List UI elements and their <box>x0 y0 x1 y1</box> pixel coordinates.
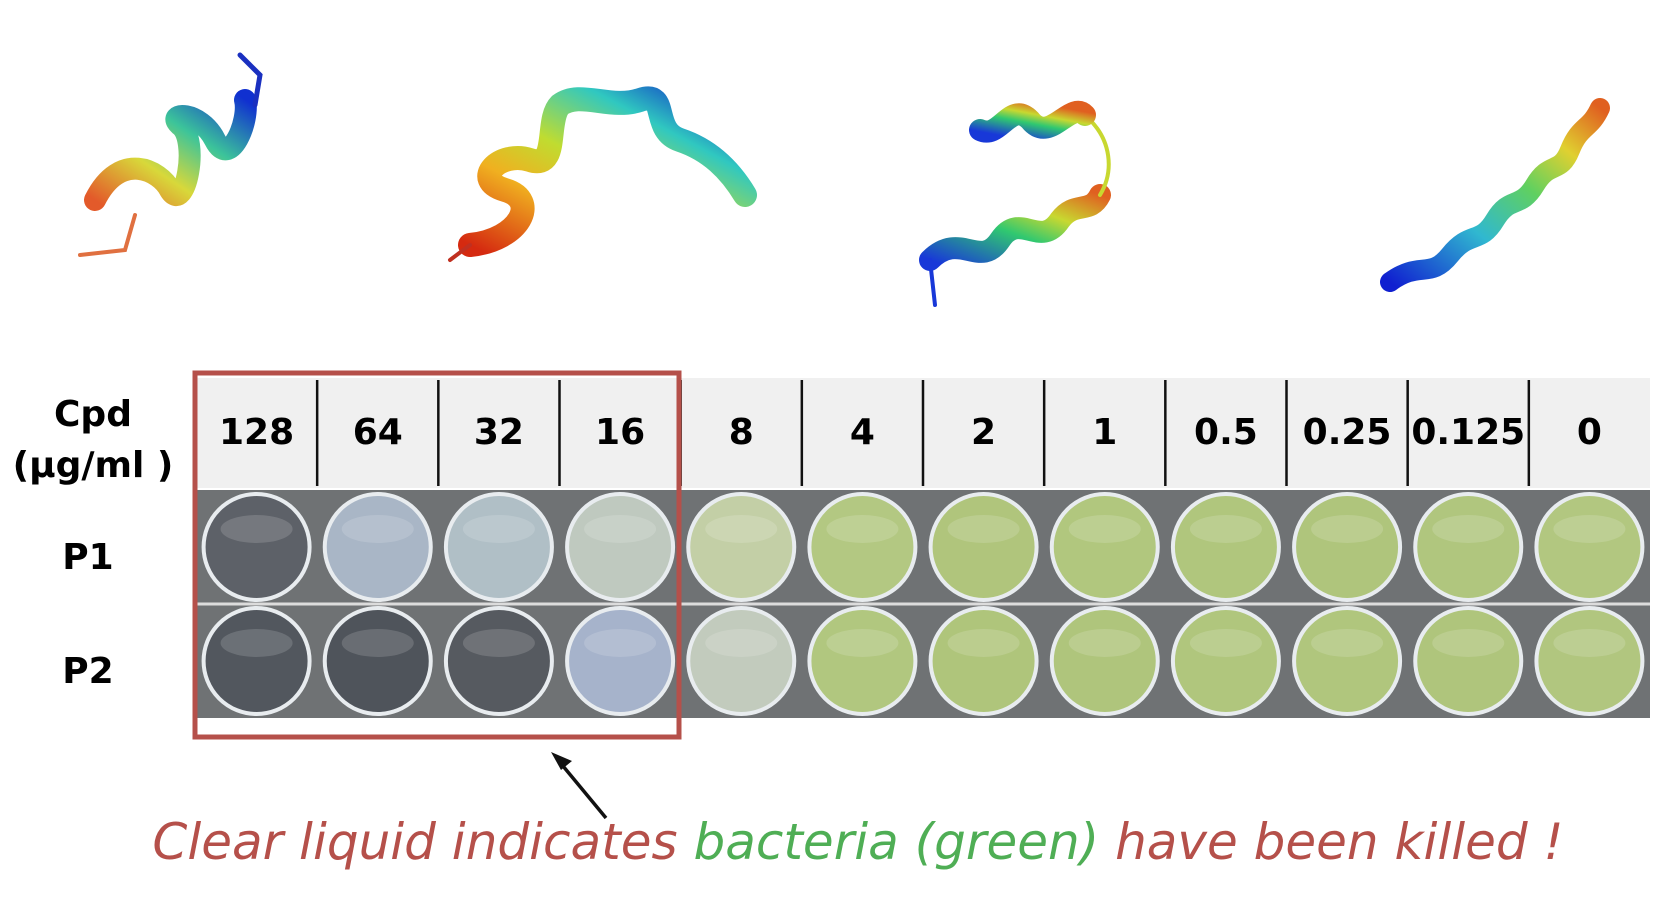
well <box>807 606 918 716</box>
concentration: 4 <box>850 412 875 453</box>
well <box>443 606 554 716</box>
well <box>928 606 1039 716</box>
well <box>807 492 918 602</box>
well-sheen <box>1432 515 1505 543</box>
well <box>565 606 676 716</box>
header-label: (µg/ml ) <box>13 445 174 486</box>
well <box>686 492 797 602</box>
well-sheen <box>705 629 778 657</box>
highlight-box <box>192 370 682 740</box>
well <box>1170 492 1281 602</box>
helix-tail <box>928 258 937 307</box>
caption-part: Clear liquid indicates <box>152 813 693 871</box>
well <box>686 606 797 716</box>
helix <box>1380 98 1610 292</box>
concentration: 0.5 <box>1194 412 1258 453</box>
well-sheen <box>220 515 293 543</box>
well-sheen <box>584 515 657 543</box>
well <box>1170 606 1281 716</box>
concentration: 16 <box>595 412 645 453</box>
caption-part: bacteria (green) <box>693 813 1099 871</box>
well-sheen <box>1432 629 1505 657</box>
row-label: P2 <box>62 651 113 692</box>
helix <box>969 101 1096 143</box>
well <box>1534 606 1645 716</box>
well <box>1049 492 1160 602</box>
well <box>201 606 312 716</box>
concentration: 128 <box>219 412 294 453</box>
well-sheen <box>1189 515 1262 543</box>
helix <box>458 86 757 257</box>
well <box>1292 606 1403 716</box>
concentration: 2 <box>971 412 996 453</box>
well <box>443 492 554 602</box>
well-sheen <box>1068 629 1141 657</box>
well <box>201 492 312 602</box>
well-sheen <box>220 629 293 657</box>
concentration: 0.125 <box>1411 412 1525 453</box>
helix <box>919 184 1111 271</box>
well <box>928 492 1039 602</box>
well-sheen <box>1553 629 1626 657</box>
well-sheen <box>1311 515 1384 543</box>
row-label: P1 <box>62 537 113 578</box>
concentration: 1 <box>1092 412 1117 453</box>
well <box>1413 606 1524 716</box>
concentration: 64 <box>353 412 403 453</box>
well <box>565 492 676 602</box>
well-sheen <box>462 515 535 543</box>
arrow-head <box>551 752 572 770</box>
concentration: 0 <box>1577 412 1602 453</box>
well-sheen <box>947 515 1020 543</box>
well <box>1049 606 1160 716</box>
well-sheen <box>947 629 1020 657</box>
well <box>322 492 433 602</box>
helix <box>84 89 257 211</box>
well-sheen <box>1553 515 1626 543</box>
concentration: 0.25 <box>1303 412 1392 453</box>
well-sheen <box>584 629 657 657</box>
arrow-line <box>556 758 608 820</box>
well <box>322 606 433 716</box>
caption: Clear liquid indicates bacteria (green) … <box>152 813 1563 871</box>
plate-grid: 128 64 32 16 8 4 2 1 0.5 0.25 0.125 0 P1 P2 <box>62 380 1645 716</box>
caption-part: have been killed ! <box>1099 813 1563 871</box>
helix-tail <box>78 213 137 257</box>
well-sheen <box>341 515 414 543</box>
concentration: 32 <box>474 412 524 453</box>
well-sheen <box>341 629 414 657</box>
well <box>1292 492 1403 602</box>
well-sheen <box>1068 515 1141 543</box>
well-sheen <box>462 629 535 657</box>
well-sheen <box>826 629 899 657</box>
well <box>1534 492 1645 602</box>
header-label: Cpd <box>54 394 132 435</box>
helix-tail <box>237 52 263 108</box>
well-sheen <box>1189 629 1262 657</box>
well-sheen <box>826 515 899 543</box>
helix-tail <box>448 243 472 262</box>
well-sheen <box>705 515 778 543</box>
concentration: 8 <box>729 412 754 453</box>
well <box>1413 492 1524 602</box>
helix-structures <box>78 52 1610 307</box>
helix-loop <box>1088 118 1111 197</box>
well-sheen <box>1311 629 1384 657</box>
